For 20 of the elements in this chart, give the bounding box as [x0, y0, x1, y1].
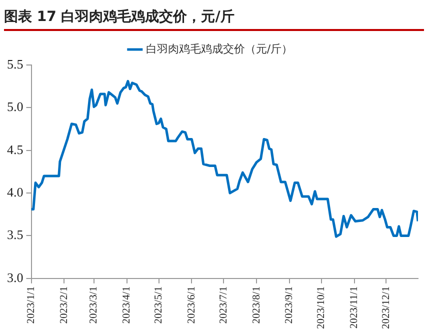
y-tick-label: 4.5 [7, 142, 24, 157]
y-tick-label: 5.0 [7, 99, 24, 114]
x-tick-label: 2023/8/1 [251, 286, 262, 324]
x-tick-label: 2023/7/1 [218, 286, 230, 324]
x-tick-label: 2023/3/1 [88, 286, 100, 324]
y-tick-label: 4.0 [7, 184, 24, 200]
x-tick-label: 2023/9/1 [284, 286, 296, 324]
x-tick-label: 2023/11/1 [349, 286, 360, 329]
y-tick-label: 3.5 [7, 227, 24, 242]
y-tick-label: 5.5 [7, 56, 24, 72]
x-tick-label: 2023/4/1 [122, 286, 133, 324]
x-tick-label: 2023/10/1 [316, 286, 328, 330]
x-tick-label: 2023/12/1 [380, 286, 392, 330]
x-tick-label: 2023/6/1 [186, 286, 198, 324]
legend-label: 白羽肉鸡毛鸡成交价（元/斤） [146, 42, 293, 56]
x-tick-label: 2023/1/1 [26, 286, 37, 324]
chart-title: 图表 17 白羽肉鸡毛鸡成交价，元/斤 [4, 8, 424, 31]
x-tick-label: 2023/2/1 [58, 286, 70, 324]
x-tick-label: 2023/5/1 [154, 286, 164, 324]
y-tick-label: 3.0 [7, 270, 24, 285]
